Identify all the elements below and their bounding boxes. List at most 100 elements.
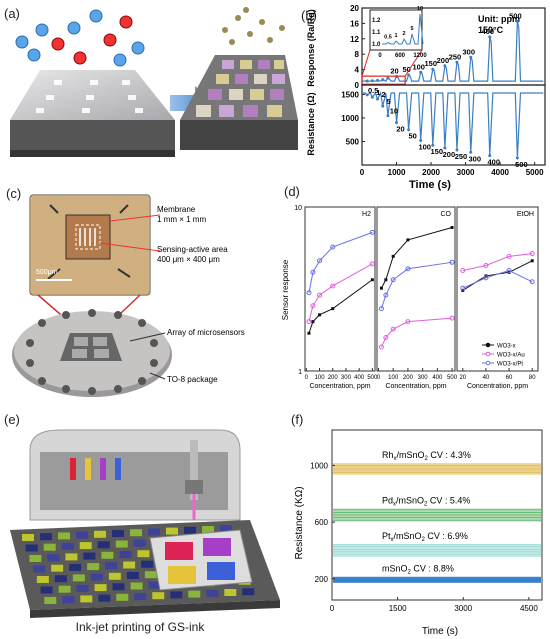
chart-d-subplot-frame bbox=[456, 206, 539, 372]
chart-d-ytick-label: 1 bbox=[298, 369, 302, 376]
chart-d-point bbox=[306, 319, 312, 325]
chart-d-xtick-label: 400 bbox=[432, 375, 443, 381]
chart-b-inset-xtick-label: 1200 bbox=[413, 53, 427, 59]
panel-c: Membrane 1 mm × 1 mm Sensing-active area… bbox=[0, 183, 290, 405]
chart-b-xtick-label: 4000 bbox=[491, 168, 509, 177]
printed-cell bbox=[206, 589, 219, 597]
chart-d-point bbox=[330, 283, 336, 289]
chart-b-inset-conc-label: 10 bbox=[417, 6, 423, 12]
chart-d-point bbox=[310, 269, 316, 275]
chart-b-inset-ytick-label: 1.2 bbox=[372, 18, 381, 24]
printed-cell bbox=[62, 596, 75, 604]
chart-d-point bbox=[318, 313, 322, 317]
chart-d-legend-marker bbox=[485, 360, 491, 366]
chart-d-point bbox=[449, 259, 455, 265]
chart-f-ytick-label: 200 bbox=[315, 575, 329, 584]
chart-b-bottom-conc-label: 1 bbox=[376, 88, 380, 97]
chart-d-ytick-label: 10 bbox=[294, 205, 302, 212]
printed-cell bbox=[170, 591, 183, 599]
array-label: Array of microsensors bbox=[167, 328, 245, 337]
chart-d-point bbox=[460, 285, 466, 291]
printed-cell bbox=[54, 575, 67, 583]
panel-e: Ink-jet printing of GS-ink bbox=[0, 410, 290, 639]
chart-d-point bbox=[390, 326, 396, 332]
chart-b-bottom-point bbox=[419, 139, 423, 143]
chart-d-xlabel: Concentration, ppm bbox=[309, 383, 370, 390]
chart-b-top-point bbox=[455, 60, 459, 64]
sensing-area-label: Sensing-active area bbox=[157, 245, 228, 254]
chart-d-subplot-title: H2 bbox=[362, 211, 371, 218]
chart-b-bottom-point bbox=[407, 128, 411, 132]
chart-b-bottom-point bbox=[469, 150, 473, 154]
chart-d-point bbox=[406, 238, 410, 242]
printed-cell bbox=[47, 554, 60, 562]
chart-b-bottom-conc-label: 2 bbox=[381, 90, 385, 99]
printed-cell bbox=[123, 561, 136, 569]
chart-b-bottom-point bbox=[386, 114, 390, 118]
chart-d-xlabel: Concentration, ppm bbox=[385, 383, 446, 390]
chart-d-series-line bbox=[462, 260, 533, 291]
bare-substrate bbox=[10, 70, 175, 157]
chart-f-series-label: mSnO2 CV : 8.8% bbox=[382, 563, 454, 575]
chart-b-top-point bbox=[488, 35, 492, 39]
chart-b-bottom-frame bbox=[361, 84, 546, 166]
chart-d-point bbox=[378, 344, 384, 350]
printed-cell bbox=[242, 588, 255, 596]
chart-d-subplot-title: CO bbox=[441, 211, 452, 218]
chart-f-series-label: Rhx/mSnO2 CV : 4.3% bbox=[382, 450, 471, 462]
chart-b-top-ylabel: Response (Ra/Rg) bbox=[306, 9, 316, 87]
printed-cell bbox=[65, 553, 78, 561]
chart-b-top-point bbox=[365, 79, 369, 83]
printed-cell bbox=[97, 541, 110, 549]
membrane-size: 1 mm × 1 mm bbox=[157, 215, 207, 224]
chart-b-bottom-conc-label: 400 bbox=[487, 158, 500, 167]
printed-cell bbox=[40, 533, 52, 541]
chart-b-bottom-conc-label: 300 bbox=[469, 154, 482, 163]
chart-d-point bbox=[317, 258, 323, 264]
chart-b-bottom-conc-label: 0.5 bbox=[368, 86, 378, 95]
chart-f-ytick-label: 600 bbox=[315, 518, 329, 527]
chart-d-point bbox=[331, 307, 335, 311]
printed-cell bbox=[94, 530, 106, 538]
chart-d-series-line bbox=[308, 263, 373, 322]
chart-b-top-point bbox=[386, 76, 390, 80]
chart-d-xtick-label: 500 bbox=[367, 375, 378, 381]
chart-d-legend-marker bbox=[485, 351, 491, 357]
chart-d-xtick-label: 300 bbox=[341, 375, 352, 381]
printed-cell bbox=[25, 544, 38, 552]
membrane-annotation: Membrane 1 mm × 1 mm bbox=[157, 205, 206, 225]
chart-d-point bbox=[370, 278, 374, 282]
printed-cell bbox=[44, 597, 57, 604]
chart-b-xtick-label: 3000 bbox=[457, 168, 475, 177]
printed-cell bbox=[108, 572, 121, 580]
chart-d-xtick-label: 60 bbox=[506, 375, 513, 381]
chart-d-point bbox=[529, 279, 535, 285]
chart-d-point bbox=[369, 229, 375, 235]
chart-b-top-conc-label: 300 bbox=[463, 47, 476, 56]
chart-b-bottom-point bbox=[381, 104, 385, 108]
chart-d-legend-marker bbox=[485, 342, 491, 348]
chart-d-xtick-label: 20 bbox=[459, 375, 466, 381]
printed-cell bbox=[130, 582, 143, 590]
chart-b-top-ytick-label: 16 bbox=[350, 19, 359, 28]
chart-d-point bbox=[449, 315, 455, 321]
chart-b-bottom-point bbox=[455, 148, 459, 152]
chart-d-point bbox=[310, 303, 316, 309]
chart-b-bottom-point bbox=[370, 95, 374, 99]
chart-b-bottom-ytick-label: 500 bbox=[346, 137, 360, 146]
chart-b-top-conc-label: 500 bbox=[509, 11, 522, 20]
printed-cell bbox=[36, 576, 49, 583]
chart-b-bottom-conc-label: 250 bbox=[455, 152, 468, 161]
chart-f-xtick-label: 0 bbox=[330, 604, 335, 613]
chart-d-point bbox=[483, 262, 489, 268]
chart-b-bottom-point bbox=[431, 143, 435, 147]
patterned-substrate bbox=[180, 7, 298, 150]
chart-f-xtick-label: 1500 bbox=[389, 604, 407, 613]
chart-b-top-point bbox=[370, 79, 374, 83]
chart-d-point bbox=[378, 306, 384, 312]
panel-label-e: (e) bbox=[4, 412, 20, 427]
chart-b-bottom-ytick-label: 1000 bbox=[341, 114, 359, 123]
chart-f-frame bbox=[331, 429, 543, 601]
chart-d-point bbox=[391, 254, 395, 258]
printed-cell bbox=[29, 555, 42, 562]
